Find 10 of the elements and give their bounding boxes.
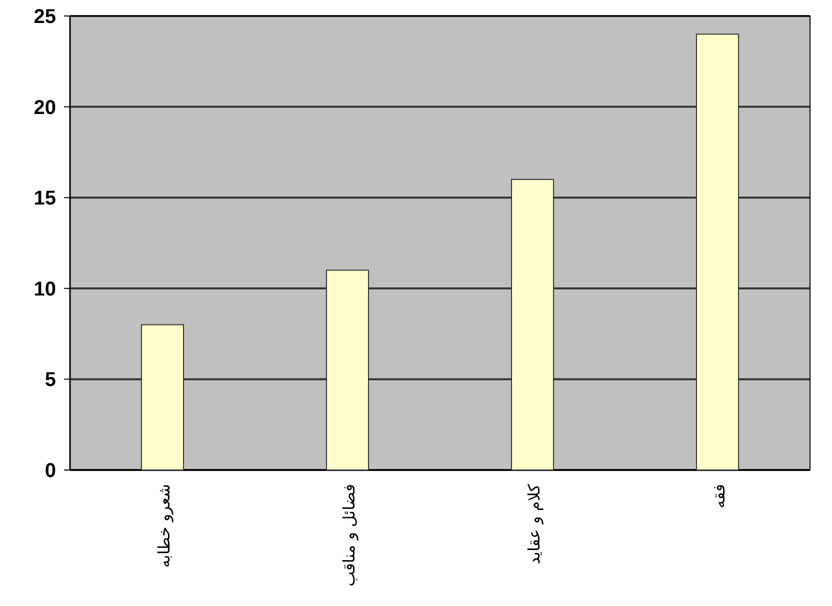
y-tick-label: 20 — [34, 96, 56, 119]
x-tick-label: فقه — [710, 484, 728, 508]
y-tick-label: 10 — [34, 278, 56, 300]
x-tick-label: شعرو خطابه — [154, 484, 174, 568]
y-tick-label: 0 — [44, 460, 56, 482]
y-tick-label: 15 — [34, 188, 56, 210]
x-tick-label: كلام و عقايد — [524, 484, 544, 564]
y-tick-label: 5 — [44, 369, 56, 392]
y-tick-label: 25 — [34, 6, 56, 28]
x-tick-label: فضائل و مناقب — [340, 484, 358, 586]
